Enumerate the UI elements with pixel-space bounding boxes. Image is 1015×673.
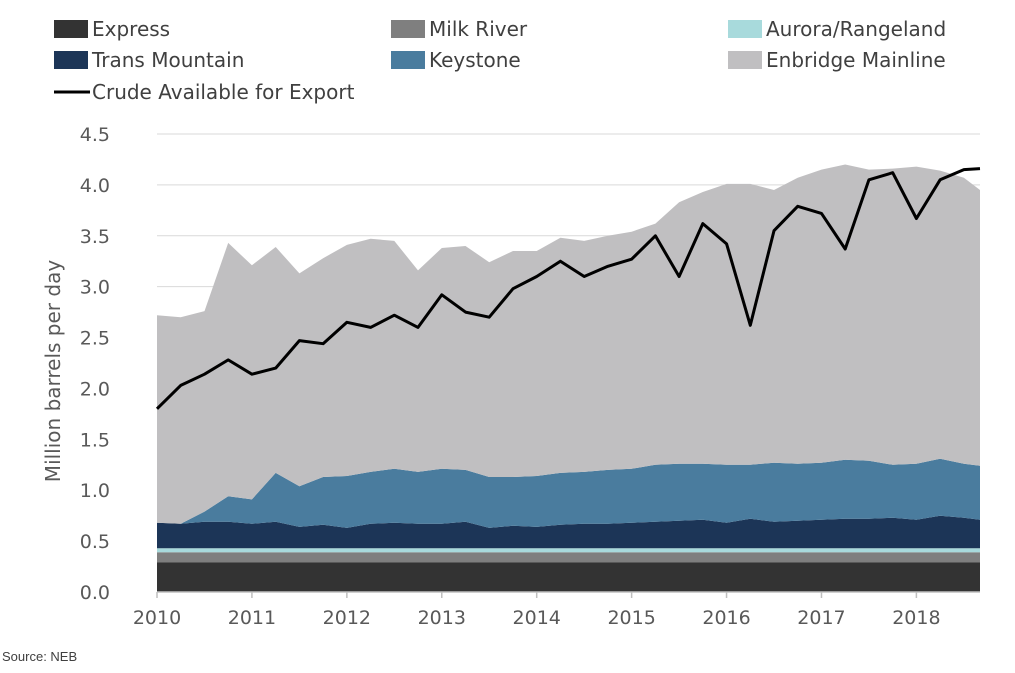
legend-swatch-milk-river	[391, 20, 425, 38]
x-tick-label: 2012	[323, 607, 371, 629]
x-axis: 2010 2011 2012 2013 2014 2015 2016 2017 2018	[133, 591, 980, 629]
source-note: Source: NEB	[2, 649, 77, 664]
y-tick-label: 4.0	[80, 175, 110, 197]
y-tick-label: 1.0	[80, 480, 110, 502]
y-tick-label: 2.5	[80, 328, 110, 350]
legend-swatch-aurora-rangeland	[728, 20, 762, 38]
x-tick-label: 2018	[892, 607, 940, 629]
x-tick-label: 2011	[228, 607, 276, 629]
legend-swatch-keystone	[391, 51, 425, 69]
x-tick-label: 2014	[513, 607, 561, 629]
x-tick-label: 2013	[418, 607, 466, 629]
export-line-series	[155, 167, 981, 410]
legend-label-keystone: Keystone	[429, 48, 521, 72]
x-tick-label: 2015	[607, 607, 655, 629]
area-express	[157, 562, 980, 592]
area-enbridge-mainline	[157, 164, 980, 524]
x-tick-label: 2016	[702, 607, 750, 629]
x-tick-label: 2017	[797, 607, 845, 629]
legend: Express Milk River Aurora/Rangeland Trans M…	[54, 17, 946, 104]
area-aurora-rangeland	[157, 548, 980, 553]
area-keystone	[157, 458, 980, 528]
area-trans-mountain	[157, 515, 980, 549]
legend-label-milk-river: Milk River	[429, 17, 528, 41]
legend-swatch-express	[54, 20, 88, 38]
y-tick-label: 3.0	[80, 277, 110, 299]
legend-label-crude-available-for-export: Crude Available for Export	[92, 80, 355, 104]
area-series	[157, 164, 980, 592]
y-tick-label: 0.5	[80, 531, 110, 553]
legend-label-express: Express	[92, 17, 170, 41]
y-tick-label: 1.5	[80, 429, 110, 451]
line-crude-available-for-export	[155, 167, 981, 410]
y-tick-label: 0.0	[80, 582, 110, 604]
area-milk-river	[157, 552, 980, 563]
x-tick-label: 2010	[133, 607, 181, 629]
legend-swatch-enbridge-mainline	[728, 51, 762, 69]
y-tick-label: 2.0	[80, 378, 110, 400]
legend-label-aurora-rangeland: Aurora/Rangeland	[766, 17, 946, 41]
y-tick-label: 3.5	[80, 226, 110, 248]
y-axis: 0.0 0.5 1.0 1.5 2.0 2.5 3.0 3.5 4.0 4.5	[80, 124, 110, 604]
y-axis-title: Million barrels per day	[41, 260, 65, 483]
legend-label-trans-mountain: Trans Mountain	[91, 48, 244, 72]
legend-swatch-trans-mountain	[54, 51, 88, 69]
y-tick-label: 4.5	[80, 124, 110, 146]
legend-label-enbridge-mainline: Enbridge Mainline	[766, 48, 946, 72]
